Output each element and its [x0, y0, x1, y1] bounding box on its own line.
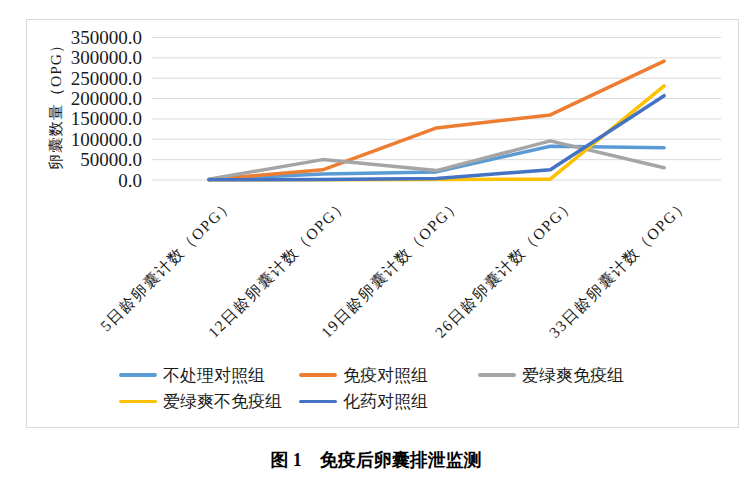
legend-swatch — [478, 373, 516, 376]
document-page: 350000.0300000.0250000.0200000.0150000.0… — [0, 0, 756, 485]
figure-caption: 图 1 免疫后卵囊排泄监测 — [270, 448, 482, 472]
legend-label: 不处理对照组 — [163, 364, 265, 387]
legend-item: 不处理对照组 — [119, 364, 265, 386]
series-line — [209, 61, 664, 180]
legend-swatch — [299, 400, 337, 403]
legend-label: 化药对照组 — [343, 390, 428, 413]
legend-swatch — [119, 400, 157, 403]
y-tick-label: 0.0 — [46, 171, 142, 190]
legend-label: 免疫对照组 — [343, 364, 428, 387]
legend-label: 爱绿爽不免疫组 — [163, 390, 282, 413]
legend-label: 爱绿爽免疫组 — [522, 364, 624, 387]
legend-item: 化药对照组 — [299, 391, 428, 413]
legend-item: 爱绿爽不免疫组 — [119, 391, 282, 413]
y-axis-title: 卵囊数量（OPG） — [46, 36, 67, 169]
legend-swatch — [299, 373, 337, 376]
legend-item: 免疫对照组 — [299, 364, 428, 386]
legend-item: 爱绿爽免疫组 — [478, 364, 624, 386]
legend-swatch — [119, 373, 157, 376]
